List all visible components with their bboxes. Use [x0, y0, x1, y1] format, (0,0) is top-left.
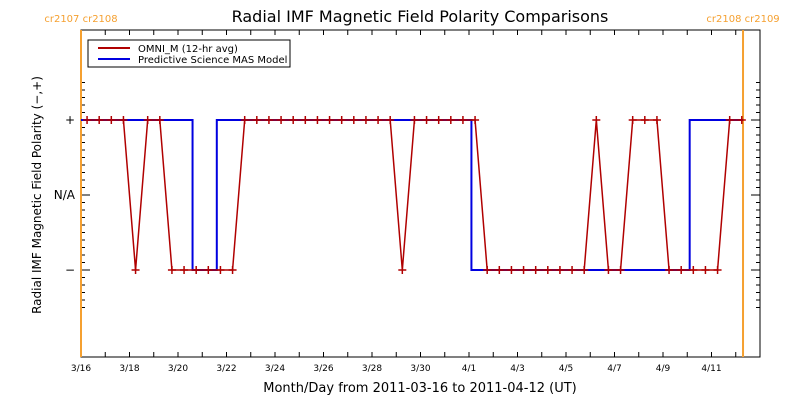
- data-point-omni: [604, 266, 613, 274]
- data-point-omni: [495, 266, 504, 274]
- carrington-label: cr2108 cr2109: [706, 14, 779, 25]
- data-point-omni: [737, 116, 746, 124]
- x-tick-label: 4/11: [701, 364, 721, 374]
- data-point-omni: [483, 266, 492, 274]
- data-point-omni: [264, 116, 273, 124]
- x-axis-label: Month/Day from 2011-03-16 to 2011-04-12 …: [263, 381, 576, 396]
- data-point-omni: [434, 116, 443, 124]
- data-point-omni: [568, 266, 577, 274]
- data-point-omni: [313, 116, 322, 124]
- y-tick-label: N/A: [54, 188, 76, 202]
- legend: OMNI_M (12-hr avg) Predictive Science MA…: [87, 39, 291, 68]
- data-point-omni: [337, 116, 346, 124]
- data-point-omni: [519, 266, 528, 274]
- data-point-omni: [95, 116, 104, 124]
- data-point-omni: [507, 266, 516, 274]
- data-point-omni: [361, 116, 370, 124]
- data-point-omni: [228, 266, 237, 274]
- data-point-omni: [652, 116, 661, 124]
- x-tick-label: 3/16: [71, 364, 91, 374]
- data-point-omni: [471, 116, 480, 124]
- x-tick-label: 4/1: [462, 364, 476, 374]
- y-tick-label: −: [65, 263, 75, 277]
- data-point-omni: [131, 266, 140, 274]
- plot-frame: [80, 29, 761, 358]
- data-point-omni: [592, 116, 601, 124]
- x-tick-label: 3/28: [362, 364, 382, 374]
- data-point-omni: [143, 116, 152, 124]
- legend-label-omni: OMNI_M (12-hr avg): [138, 44, 238, 55]
- chart-title: Radial IMF Magnetic Field Polarity Compa…: [232, 7, 609, 26]
- series-line-omni: [87, 119, 742, 271]
- data-point-omni: [458, 116, 467, 124]
- data-point-omni: [289, 116, 298, 124]
- data-point-omni: [155, 116, 164, 124]
- data-point-omni: [107, 116, 116, 124]
- carrington-label: cr2107 cr2108: [44, 14, 117, 25]
- data-point-omni: [422, 116, 431, 124]
- data-point-omni: [398, 266, 407, 274]
- data-point-omni: [701, 266, 710, 274]
- data-point-omni: [555, 266, 564, 274]
- data-point-omni: [252, 116, 261, 124]
- x-tick-label: 4/3: [510, 364, 524, 374]
- legend-box: [87, 39, 291, 68]
- data-point-omni: [446, 116, 455, 124]
- data-point-omni: [277, 116, 286, 124]
- data-point-omni: [349, 116, 358, 124]
- x-tick-label: 3/18: [119, 364, 139, 374]
- data-point-omni: [725, 116, 734, 124]
- x-tick-label: 3/22: [216, 364, 236, 374]
- data-point-omni: [543, 266, 552, 274]
- data-point-omni: [640, 116, 649, 124]
- data-point-omni: [192, 266, 201, 274]
- data-point-omni: [580, 266, 589, 274]
- data-point-omni: [240, 116, 249, 124]
- data-point-omni: [83, 116, 92, 124]
- data-point-omni: [531, 266, 540, 274]
- legend-label-mas: Predictive Science MAS Model: [138, 55, 287, 66]
- data-point-omni: [616, 266, 625, 274]
- data-point-omni: [301, 116, 310, 124]
- x-tick-label: 4/9: [656, 364, 671, 374]
- data-point-omni: [204, 266, 213, 274]
- data-point-omni: [216, 266, 225, 274]
- data-point-omni: [713, 266, 722, 274]
- data-point-omni: [689, 266, 698, 274]
- data-point-omni: [628, 116, 637, 124]
- data-point-omni: [410, 116, 419, 124]
- x-tick-label: 3/30: [410, 364, 430, 374]
- y-tick-label: +: [65, 113, 75, 127]
- data-point-omni: [677, 266, 686, 274]
- x-tick-label: 4/7: [607, 364, 621, 374]
- data-point-omni: [665, 266, 674, 274]
- y-axis-label: Radial IMF Magnetic Field Polarity (−,+): [30, 76, 44, 314]
- data-point-omni: [374, 116, 383, 124]
- data-point-omni: [180, 266, 189, 274]
- data-point-omni: [325, 116, 334, 124]
- x-tick-label: 3/20: [168, 364, 188, 374]
- data-point-omni: [119, 116, 128, 124]
- x-tick-label: 4/5: [559, 364, 573, 374]
- x-tick-label: 3/26: [313, 364, 333, 374]
- data-point-omni: [167, 266, 176, 274]
- data-point-omni: [386, 116, 395, 124]
- x-tick-label: 3/24: [265, 364, 285, 374]
